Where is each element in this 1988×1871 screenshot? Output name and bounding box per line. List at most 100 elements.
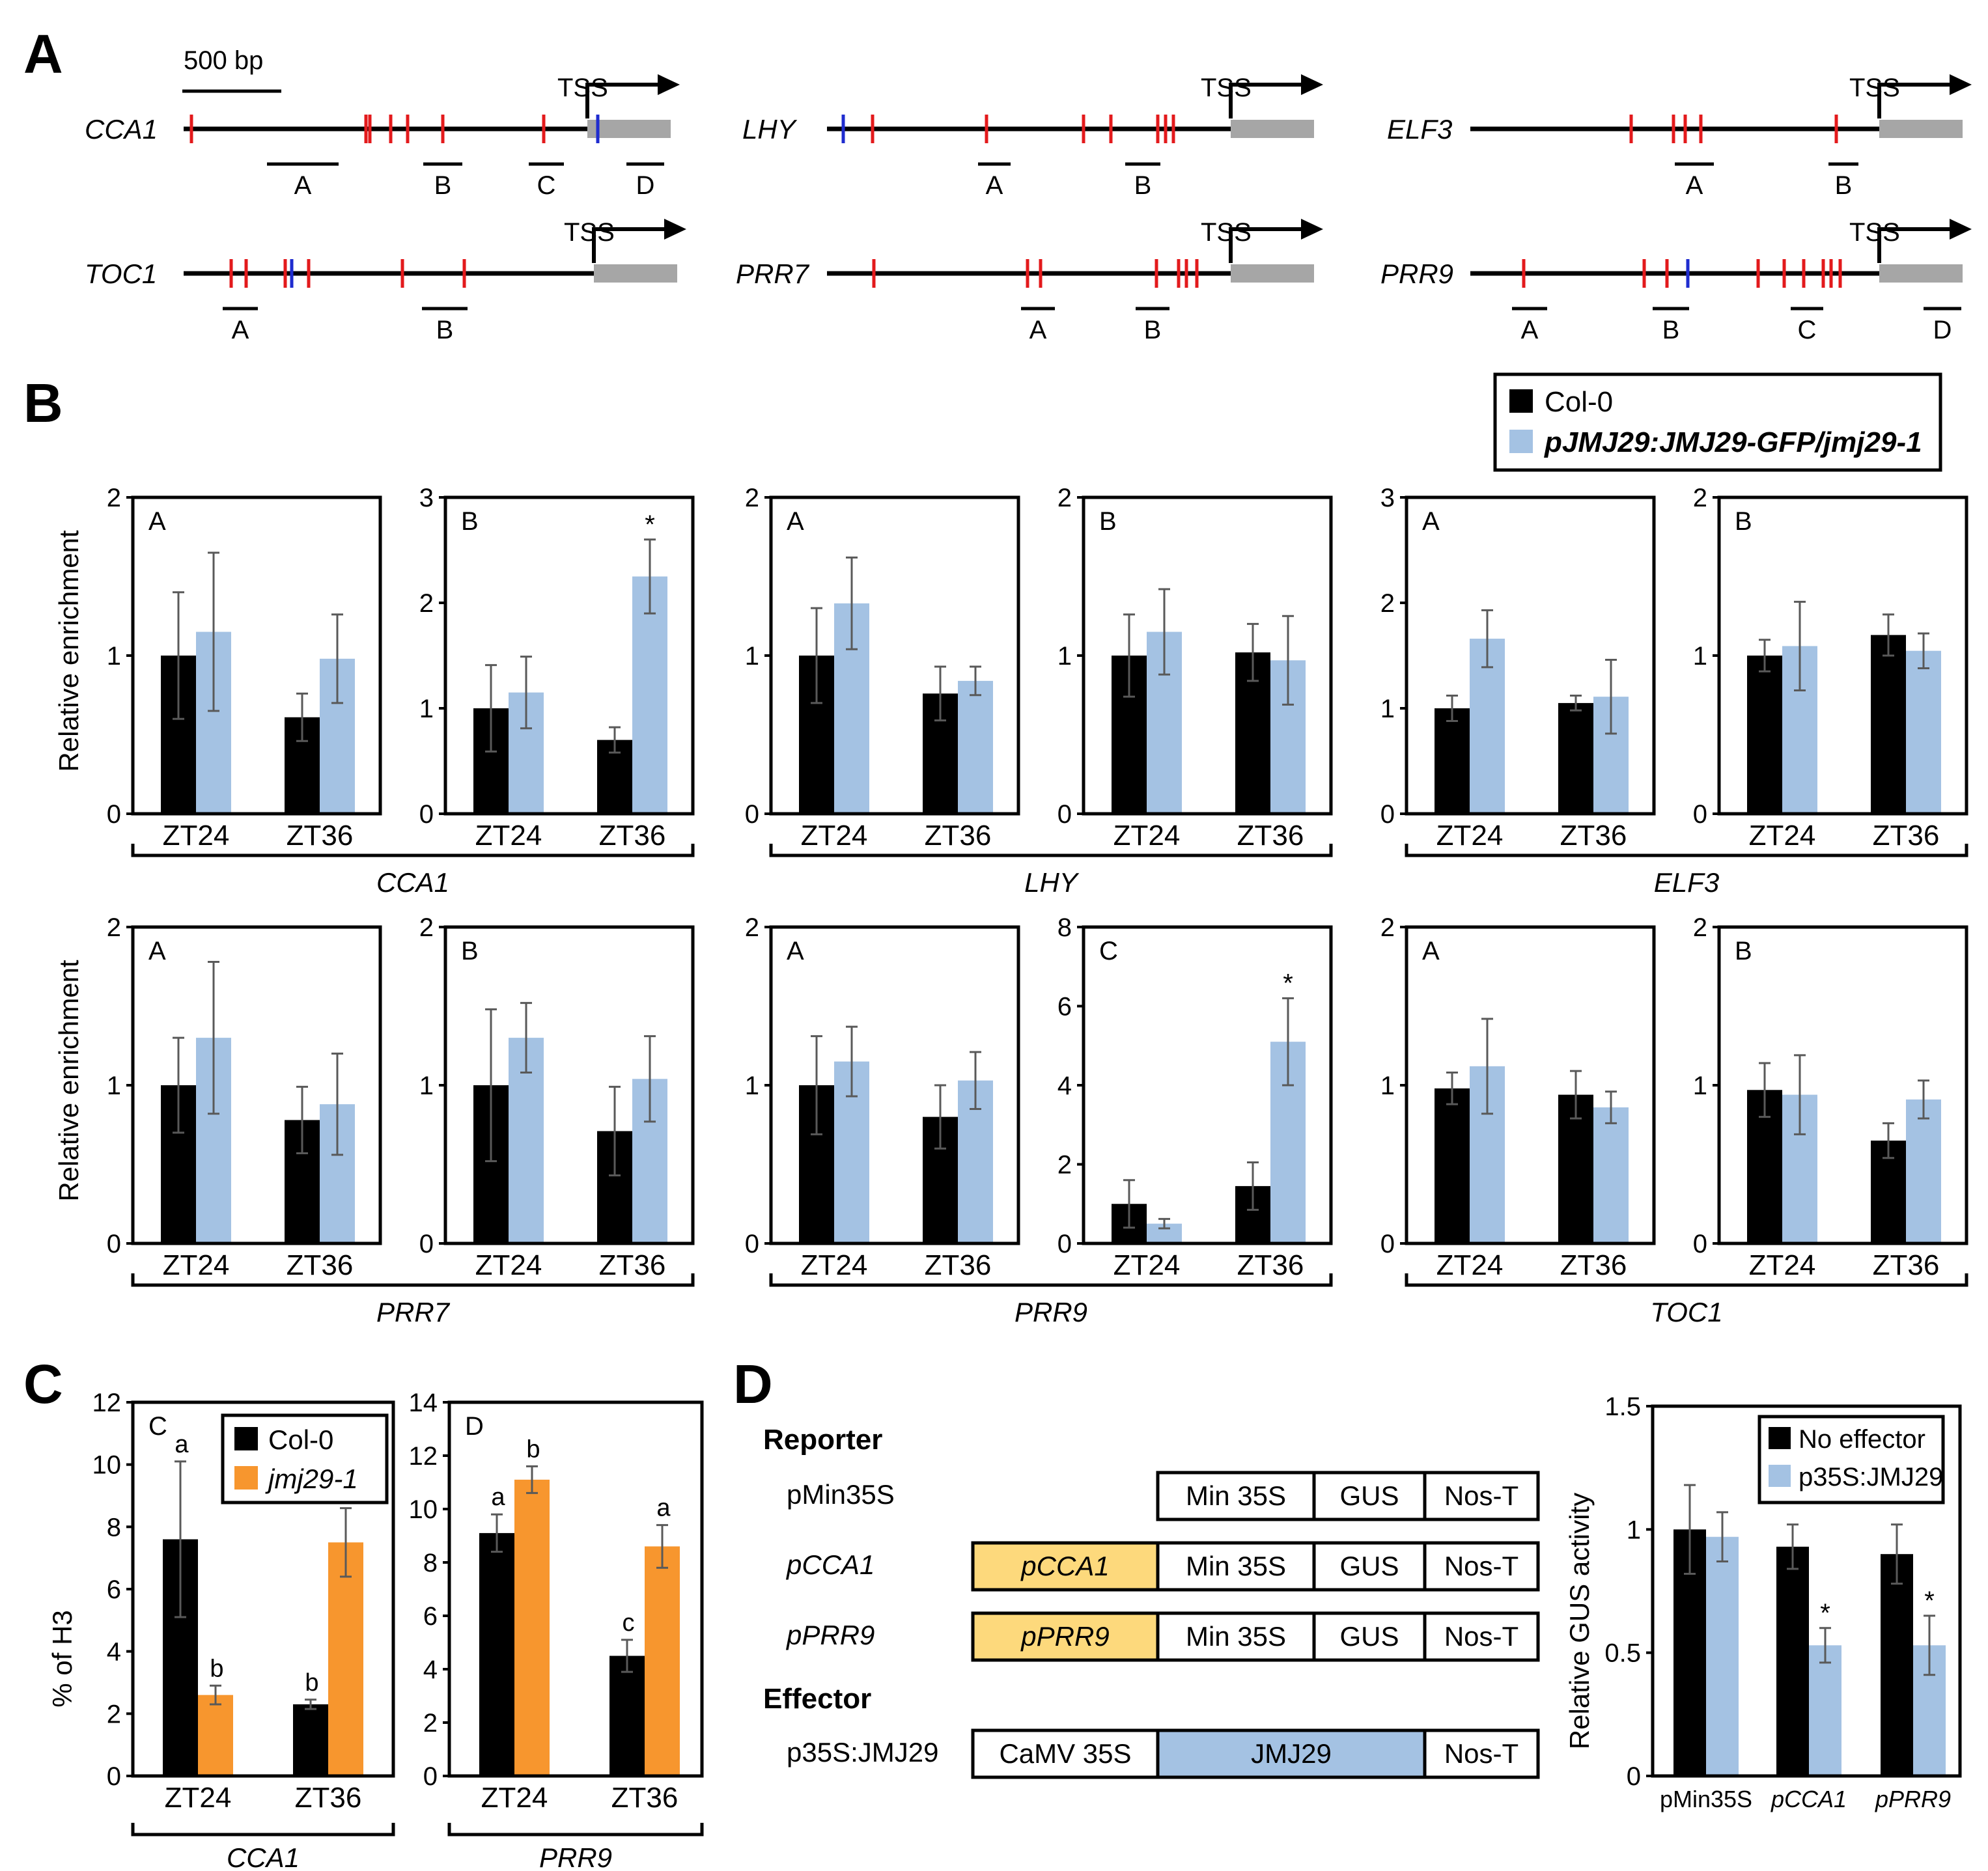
tss-arrow-head [658,74,680,95]
chip-chart-prr7-a: 0 1 2 ZT24 ZT36 A [107,913,382,1281]
tss-arrow-head [1950,219,1972,240]
chip-chart-prr9-c: * 0 2 4 6 8 ZT24 ZT36 C [1057,913,1333,1281]
y-tick-label: 0 [423,1762,438,1791]
legend-swatch-col0 [1509,389,1533,413]
bar-treatment [645,1546,680,1776]
y-tick-label: 2 [107,484,121,512]
transcript-box [1879,264,1963,283]
x-tick-label: ZT36 [287,820,354,852]
chip-chart-cca1-b: * 0 1 2 3 ZT24 ZT36 B [419,484,695,852]
y-tick-label: 8 [107,1513,121,1542]
significance-letter: c [623,1609,635,1637]
gene-bracket: PRR7 [131,1273,695,1327]
reporter-construct-2: pCCA1 pCCA1 Min 35S GUS Nos-T [785,1541,1540,1592]
reporter-construct-1: pMin35S Min 35S GUS Nos-T [787,1471,1540,1521]
y-tick-label: 2 [107,1700,121,1728]
y-tick-label: 3 [419,484,434,512]
y-tick-label: 0 [419,800,434,829]
tss-arrow-line [1877,83,1956,118]
x-tick-label: ZT36 [1560,1249,1627,1281]
y-tick-label: 12 [92,1389,122,1417]
panel-d-constructs: Reporter Effector pMin35S Min 35S GUS Nos-T… [763,1424,1540,1779]
bar-control [1881,1554,1913,1776]
panel-letter-d: D [733,1353,773,1415]
construct-box-label: GUS [1339,1551,1399,1581]
gene-bracket: CCA1 [131,1823,395,1871]
panel-b-legend: Col-0 pJMJ29:JMJ29-GFP/jmj29-1 [1493,372,1942,472]
bracket-line [769,1273,1333,1287]
y-tick-label: 10 [409,1495,438,1524]
x-tick-label: ZT24 [1113,820,1181,852]
x-tick-label: ZT24 [165,1782,232,1814]
amplicon-label: C [537,171,556,200]
subplot-region-label: A [787,507,804,536]
significance-star: * [1283,969,1293,997]
gene-label: PRR7 [736,258,810,289]
tss-arrow-head [1301,219,1323,240]
y-tick-label: 4 [107,1638,121,1667]
panel-letter-b: B [23,372,63,434]
amplicon-label: B [436,316,454,344]
x-tick-label: ZT36 [925,820,992,852]
subplot-region-label: B [1735,507,1752,536]
x-tick-label: ZT24 [801,820,868,852]
y-tick-label: 1 [745,1072,759,1100]
x-tick-label: pMin35S [1660,1786,1752,1812]
x-tick-label: pPRR9 [1875,1786,1951,1812]
tss-label: TSS [1201,218,1252,247]
tss-arrow-line [585,83,664,118]
y-tick-label: 0.5 [1604,1639,1641,1668]
chip-chart-toc1-a: 0 1 2 ZT24 ZT36 A [1380,913,1656,1281]
panel-letters: A B C D [23,23,773,1415]
significance-letter: b [210,1655,223,1682]
bar-control [1558,1094,1593,1243]
chip-chart-lhy-b: 0 1 2 ZT24 ZT36 B [1057,484,1333,852]
scale-bar-label: 500 bp [184,46,263,75]
construct-box [1156,1541,1316,1592]
gene-map-prr9: PRR9 TSS A B C D [1380,218,1972,344]
construct-box-label: Nos-T [1444,1738,1519,1769]
significance-letter: a [175,1431,189,1458]
tss-arrow-head [1950,74,1972,95]
chip-chart-lhy-a: 0 1 2 ZT24 ZT36 A [745,484,1020,852]
construct-box-label: JMJ29 [1251,1738,1332,1769]
legend-label-no-effector: No effector [1799,1425,1925,1454]
subplot-region-label: A [1422,507,1440,536]
panel-c-legend: Col-0 jmj29-1 [221,1413,389,1504]
amplicon-label: A [1521,316,1539,344]
plot-frame [1405,495,1656,816]
construct-box [971,1728,1160,1779]
panel-b-charts: Col-0 pJMJ29:JMJ29-GFP/jmj29-1 Relative … [53,372,1968,1327]
chip-chart-toc1-b: 0 1 2 ZT24 ZT36 B [1693,913,1968,1281]
subplot-region-label: C [1099,937,1118,965]
gene-bracket: TOC1 [1405,1273,1968,1327]
bracket-line [769,844,1333,857]
chip-chart-cca1-a: 0 1 2 ZT24 ZT36 A [107,484,382,852]
bar-treatment [514,1479,550,1776]
transcript-box [1879,120,1963,138]
amplicon-label: C [1798,316,1817,344]
bracket-gene-label: CCA1 [376,867,449,898]
x-tick-label: ZT36 [287,1249,354,1281]
bracket-line [131,1823,395,1836]
promoter-box [971,1611,1160,1662]
y-tick-label: 4 [423,1656,438,1684]
plot-frame [447,1400,704,1778]
legend-label-col0-c: Col-0 [268,1424,333,1455]
y-tick-label: 0 [1693,800,1707,829]
y-tick-label: 2 [419,913,434,942]
bar-treatment [1906,650,1941,814]
bar-treatment [1593,1107,1629,1243]
amplicon-label: B [1134,171,1152,200]
construct-box-label: Nos-T [1444,1551,1519,1581]
tss-label: TSS [1201,74,1252,102]
y-tick-label: 1 [745,642,759,671]
x-tick-label: ZT24 [1436,1249,1504,1281]
y-tick-label: 1 [1693,1072,1707,1100]
tss-arrow-line [1229,83,1308,118]
tss-label: TSS [557,74,608,102]
construct-name: pMin35S [787,1479,895,1510]
y-tick-label: 0 [745,1230,759,1258]
construct-box [1312,1611,1427,1662]
y-tick-label: 1 [107,642,121,671]
